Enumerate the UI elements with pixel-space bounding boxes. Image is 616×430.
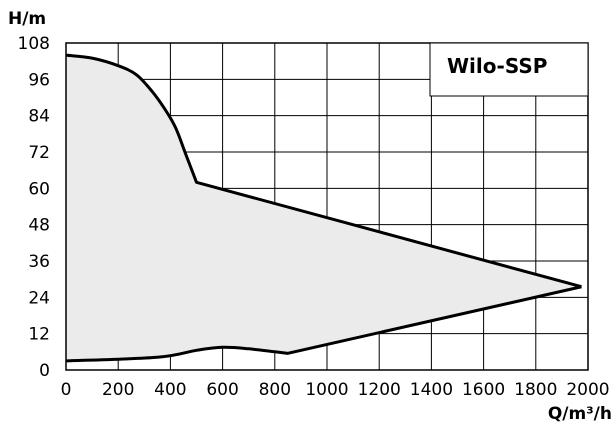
upper-curve-line: [65, 53, 582, 289]
x-tick-label: 1400: [410, 380, 453, 400]
x-tick-label: 600: [206, 380, 238, 400]
x-tick-label: 1200: [358, 380, 401, 400]
x-tick-label: 400: [154, 380, 186, 400]
lower-curve-line: [65, 285, 582, 363]
x-tick-label: 800: [259, 380, 291, 400]
y-tick-label: 96: [28, 70, 50, 90]
y-tick-label: 24: [28, 288, 50, 308]
y-tick-label: 84: [28, 107, 50, 127]
plot-frame: [65, 42, 589, 371]
x-tick-label: 1800: [514, 380, 557, 400]
y-tick-label: 72: [28, 143, 50, 163]
x-tick-label: 1000: [305, 380, 348, 400]
y-tick-label: 60: [28, 179, 50, 199]
operating-range-area: [66, 55, 582, 361]
legend-label: Wilo-SSP: [447, 54, 547, 78]
x-tick-label: 2000: [566, 380, 609, 400]
y-tick-label: 36: [28, 252, 50, 272]
legend-box: Wilo-SSP: [429, 42, 589, 97]
y-tick-label: 0: [39, 361, 50, 381]
y-tick-label: 48: [28, 216, 50, 236]
x-tick-label: 0: [61, 380, 72, 400]
x-tick-label: 200: [102, 380, 134, 400]
y-tick-labels: 0 12 24 36 48 60 72 84 96 108: [18, 34, 50, 381]
y-tick-label: 108: [18, 34, 50, 54]
x-tick-label: 1600: [462, 380, 505, 400]
y-axis-label: H/m: [8, 9, 46, 29]
x-axis-label: Q/m³/h: [548, 404, 612, 424]
legend-frame: [429, 42, 589, 97]
x-tick-labels: 0 200 400 600 800 1000 1200 1400 1600 1800 2000: [61, 380, 610, 400]
y-tick-label: 12: [28, 325, 50, 345]
